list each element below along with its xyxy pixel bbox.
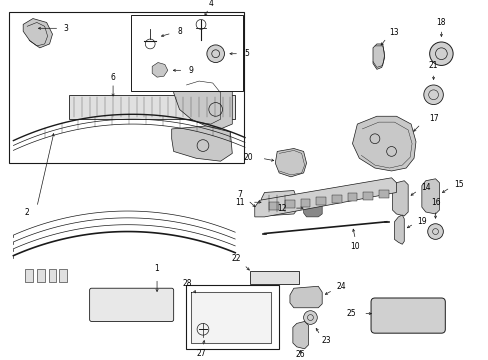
Polygon shape: [421, 179, 439, 214]
FancyBboxPatch shape: [378, 190, 388, 198]
Text: 15: 15: [453, 180, 463, 189]
Circle shape: [427, 224, 443, 239]
Polygon shape: [352, 116, 415, 171]
FancyBboxPatch shape: [186, 285, 279, 349]
Polygon shape: [23, 18, 52, 48]
FancyBboxPatch shape: [130, 15, 243, 91]
Text: 25: 25: [346, 309, 356, 318]
FancyBboxPatch shape: [48, 269, 56, 282]
FancyBboxPatch shape: [300, 199, 310, 207]
Polygon shape: [191, 292, 271, 343]
Text: 19: 19: [416, 217, 426, 226]
Text: 17: 17: [428, 114, 438, 123]
FancyBboxPatch shape: [9, 12, 244, 163]
FancyBboxPatch shape: [89, 288, 173, 321]
Polygon shape: [303, 200, 322, 217]
Polygon shape: [372, 44, 384, 69]
Text: 7: 7: [237, 190, 242, 199]
FancyBboxPatch shape: [25, 269, 33, 282]
Circle shape: [303, 311, 317, 324]
Text: 23: 23: [321, 337, 330, 346]
Text: 22: 22: [231, 255, 241, 264]
Circle shape: [206, 45, 224, 63]
Polygon shape: [392, 181, 407, 216]
Text: 3: 3: [63, 24, 68, 33]
FancyBboxPatch shape: [316, 197, 325, 205]
Circle shape: [423, 85, 443, 104]
Polygon shape: [394, 215, 404, 244]
FancyBboxPatch shape: [363, 192, 372, 199]
FancyBboxPatch shape: [285, 201, 294, 208]
Polygon shape: [173, 73, 232, 129]
Text: 1: 1: [154, 264, 159, 273]
Text: 4: 4: [208, 0, 213, 8]
Text: 6: 6: [110, 73, 115, 82]
FancyBboxPatch shape: [269, 202, 279, 210]
Text: 10: 10: [350, 242, 360, 251]
Text: 21: 21: [428, 61, 437, 70]
FancyBboxPatch shape: [37, 269, 44, 282]
FancyBboxPatch shape: [59, 269, 67, 282]
Text: 27: 27: [196, 349, 205, 358]
Polygon shape: [261, 190, 296, 216]
Text: 12: 12: [277, 204, 286, 213]
Polygon shape: [275, 148, 306, 177]
Text: 13: 13: [389, 28, 399, 37]
Text: 11: 11: [235, 198, 244, 207]
Polygon shape: [171, 126, 232, 161]
Text: 9: 9: [188, 66, 193, 75]
Text: 2: 2: [25, 207, 29, 216]
Text: 26: 26: [295, 350, 305, 359]
Polygon shape: [292, 321, 308, 349]
Text: 16: 16: [430, 198, 439, 207]
Text: 20: 20: [243, 153, 252, 162]
FancyBboxPatch shape: [347, 193, 357, 201]
FancyBboxPatch shape: [249, 271, 298, 284]
Text: 5: 5: [244, 49, 249, 58]
Text: 8: 8: [177, 27, 182, 36]
Text: 24: 24: [336, 282, 346, 291]
Polygon shape: [289, 286, 322, 308]
FancyBboxPatch shape: [370, 298, 445, 333]
FancyBboxPatch shape: [69, 95, 235, 119]
Text: 14: 14: [420, 183, 430, 192]
Circle shape: [429, 42, 452, 66]
Text: 28: 28: [182, 279, 192, 288]
Polygon shape: [152, 63, 167, 77]
Polygon shape: [254, 178, 396, 217]
Text: 18: 18: [436, 18, 445, 27]
FancyBboxPatch shape: [331, 195, 341, 203]
